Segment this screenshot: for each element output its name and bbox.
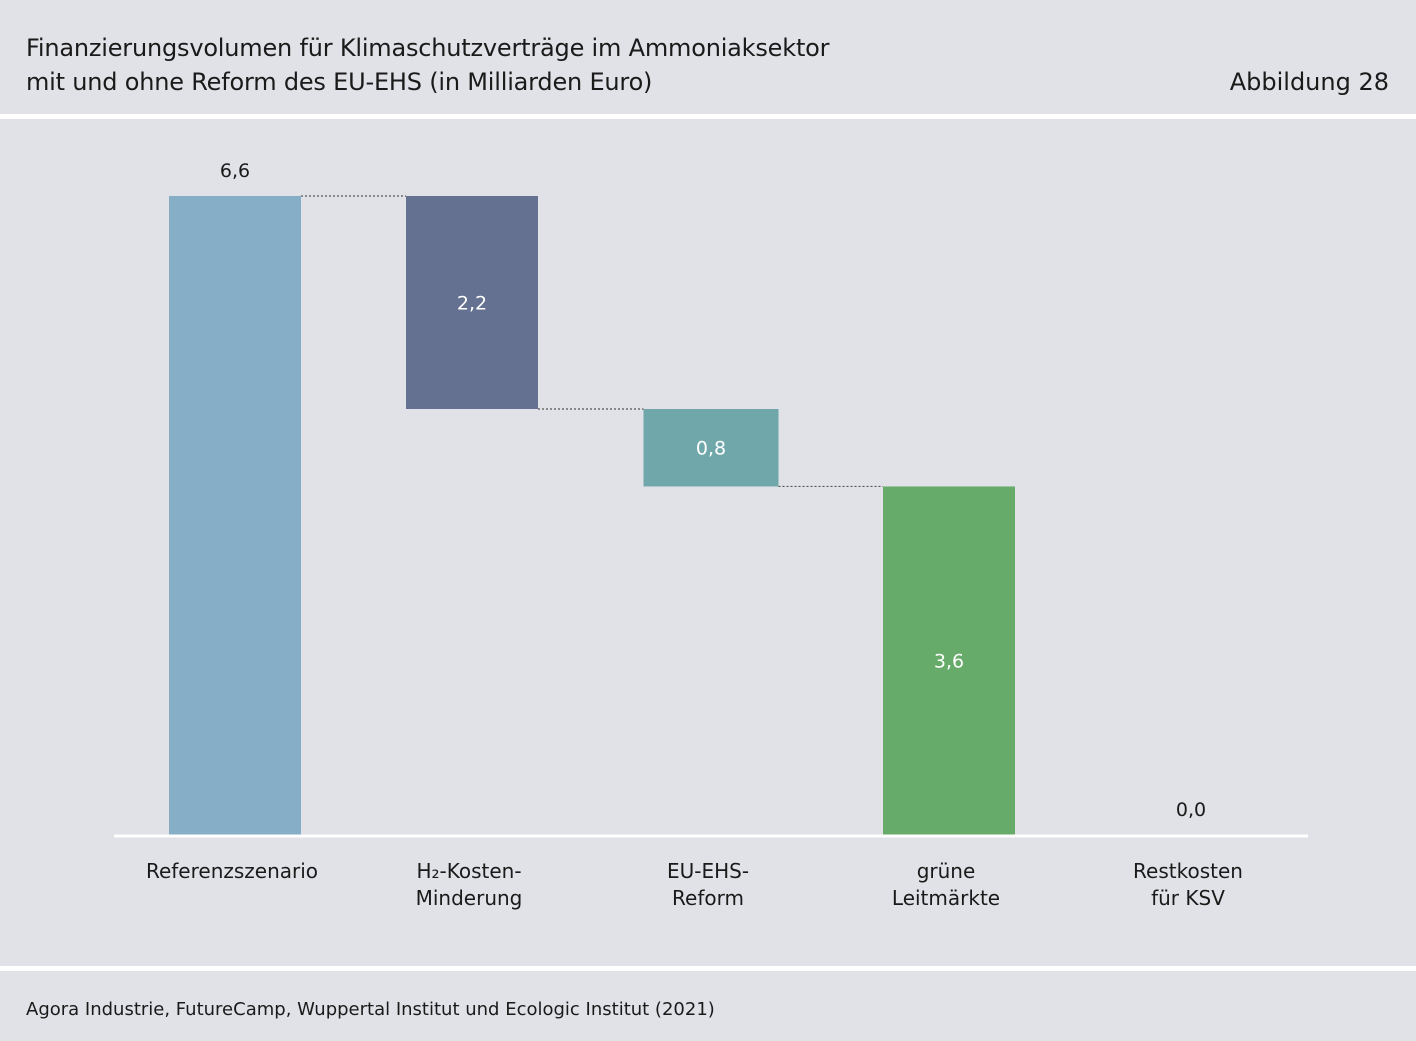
category-label-4: Restkosten für KSV — [1133, 859, 1243, 910]
figure-label: Abbildung 28 — [1229, 68, 1389, 96]
category-label-0: Referenzszenario — [146, 859, 318, 883]
waterfall-chart: 6,6 2,2 0,8 3,6 0,0 Referenzszenario H₂-Kosten… — [114, 160, 1308, 910]
data-label-1: 2,2 — [457, 293, 487, 315]
bar-2 — [643, 409, 779, 487]
chart-header: Finanzierungsvolumen für Klimaschutzvert… — [0, 0, 1416, 114]
data-label-4: 0,0 — [1176, 799, 1206, 821]
chart-title: Finanzierungsvolumen für Klimaschutzvert… — [26, 31, 830, 99]
data-label-0: 6,6 — [220, 160, 250, 182]
footer-divider — [0, 966, 1416, 971]
chart-title-line-1: Finanzierungsvolumen für Klimaschutzvert… — [26, 34, 830, 62]
data-label-2: 0,8 — [696, 438, 726, 460]
bar-3 — [883, 486, 1015, 835]
header-divider — [0, 114, 1416, 119]
bar-0 — [169, 196, 301, 835]
category-label-2: EU-EHS-Reform — [667, 859, 749, 910]
category-label-1: H₂-Kosten-Minderung — [416, 859, 523, 910]
category-label-3: grüne Leitmärkte — [892, 859, 1000, 910]
data-label-3: 3,6 — [934, 651, 964, 673]
source-note: Agora Industrie, FutureCamp, Wuppertal I… — [26, 999, 715, 1020]
chart-title-line-2: mit und ohne Reform des EU-EHS (in Milli… — [26, 68, 653, 96]
bar-1 — [406, 196, 538, 409]
